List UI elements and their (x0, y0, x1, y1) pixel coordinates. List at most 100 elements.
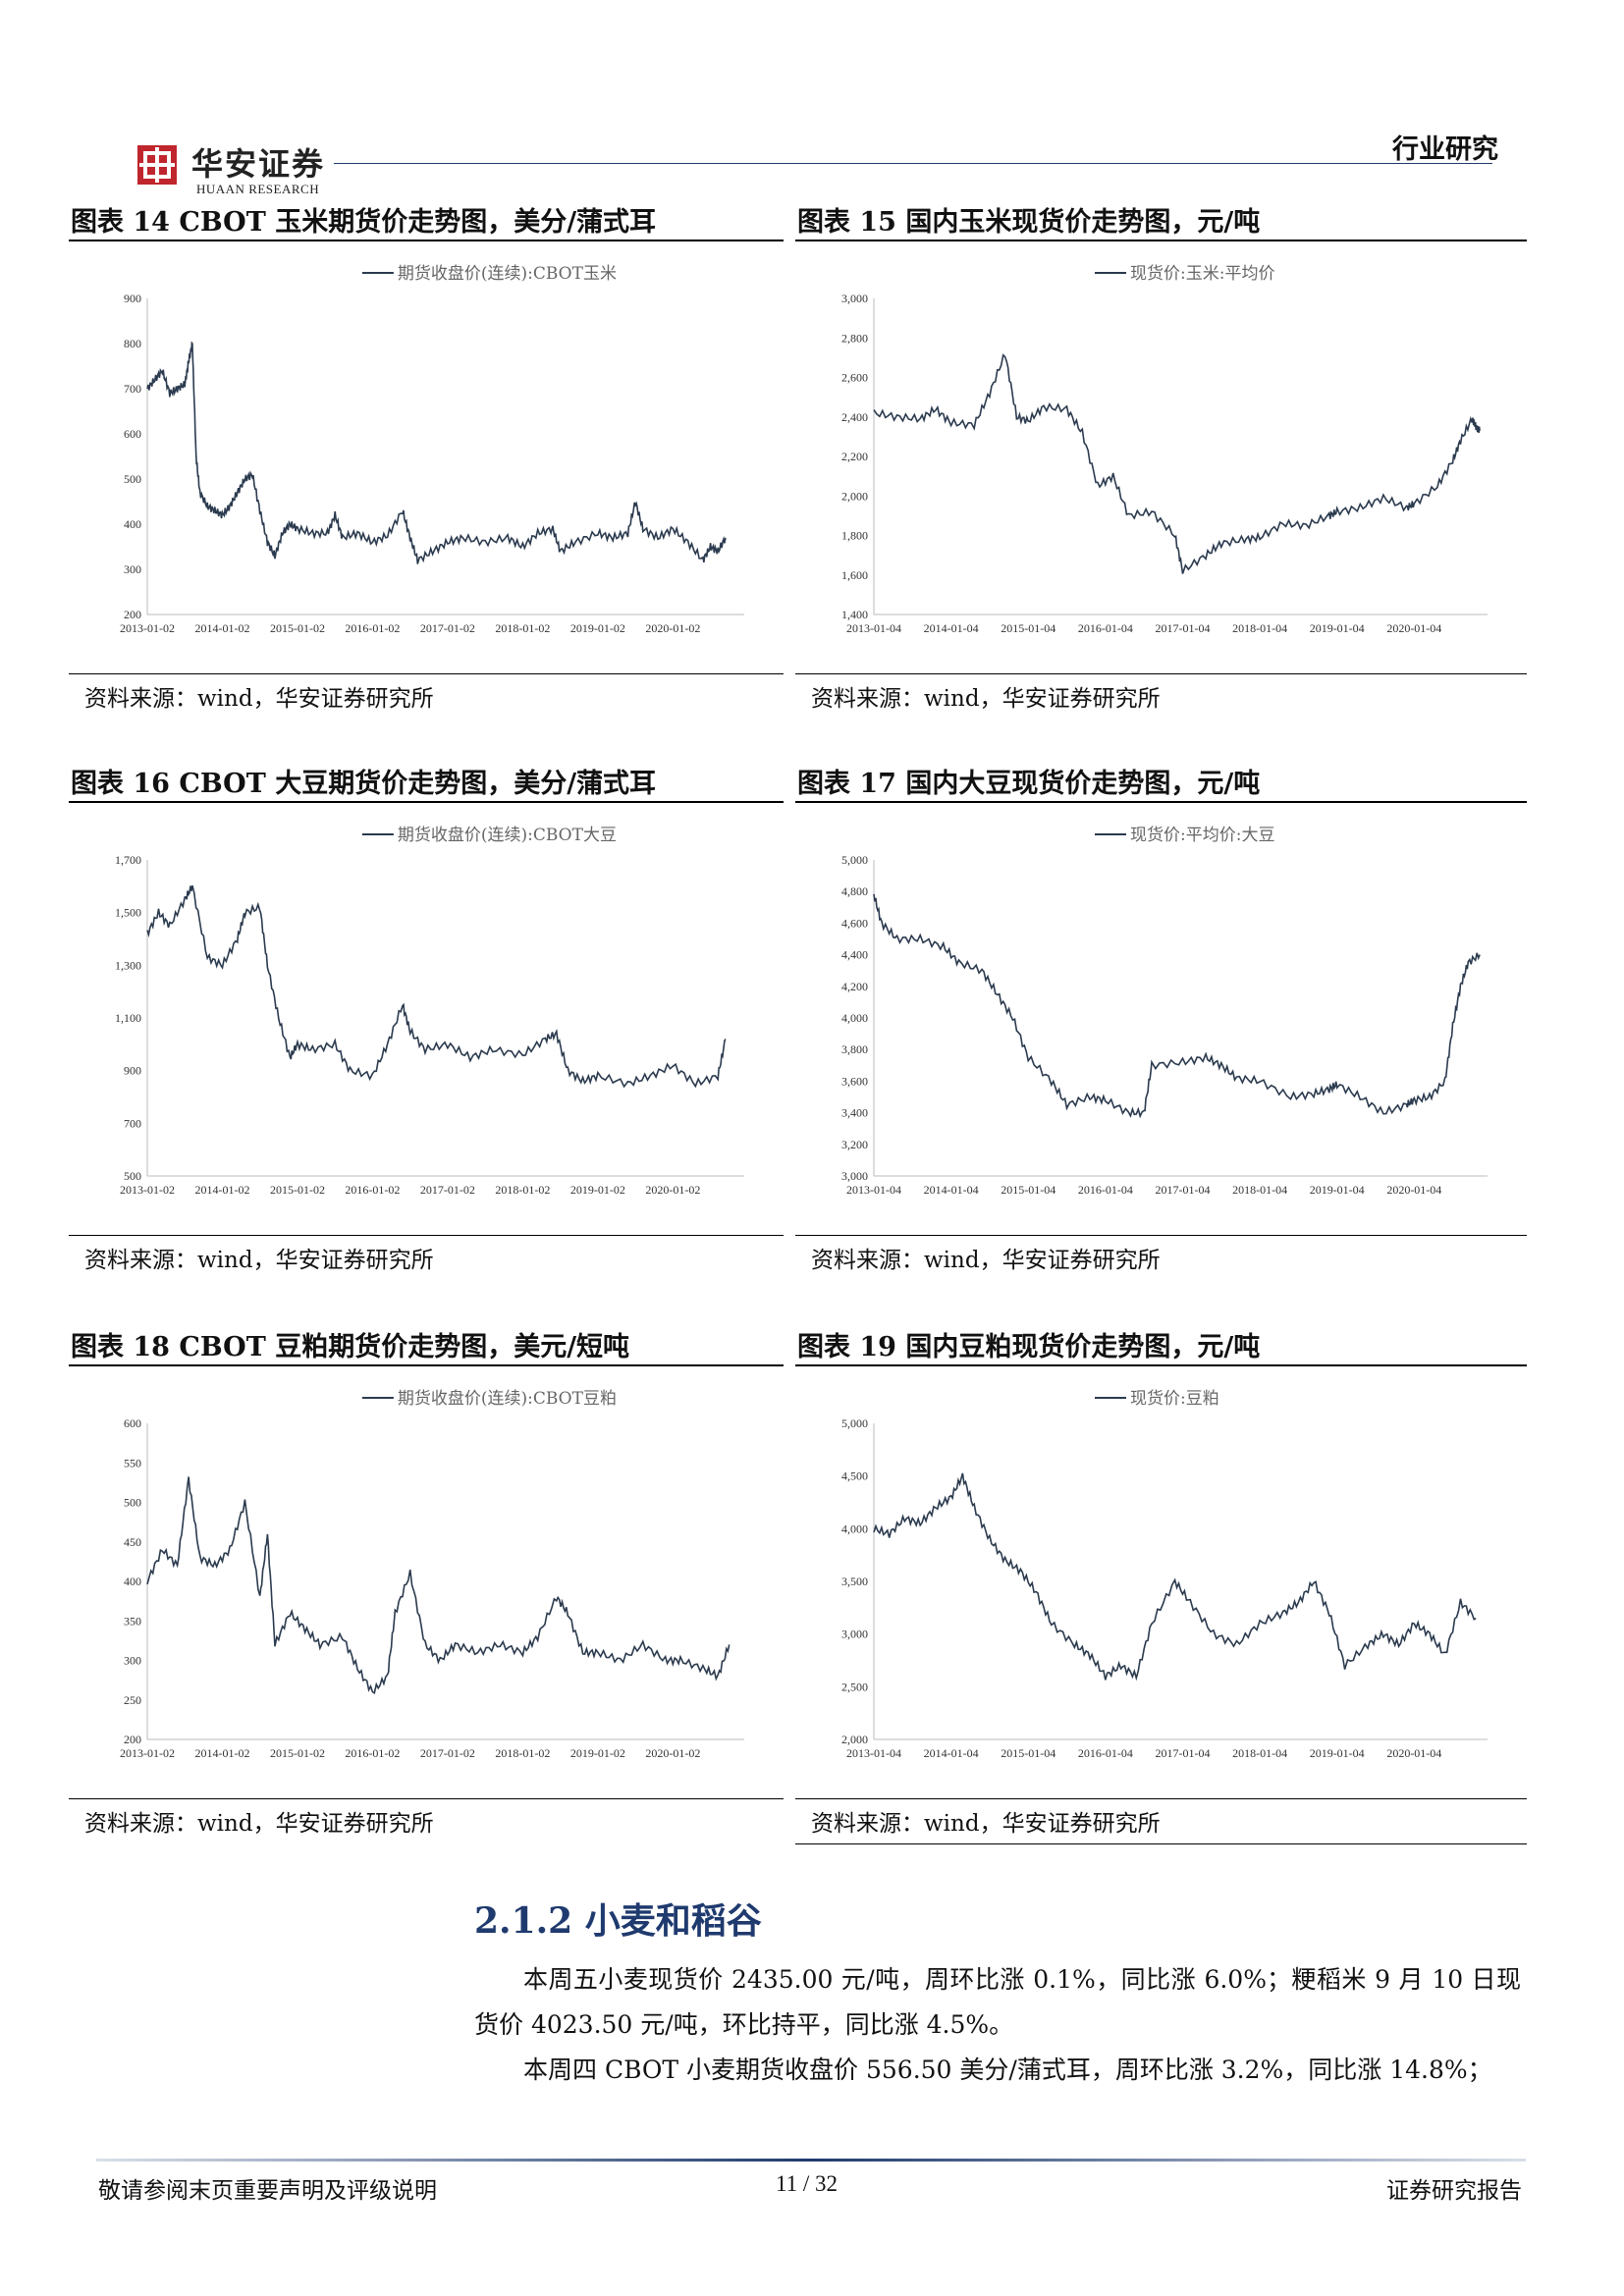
x-tick-label: 2015-01-04 (1001, 1183, 1056, 1197)
figure-bottom-rule (795, 673, 1527, 674)
legend-label: 期货收盘价(连续):CBOT豆粕 (398, 1389, 617, 1409)
figure-source: 资料来源：wind，华安证券研究所 (84, 1811, 434, 1837)
line-chart: 期货收盘价(连续):CBOT大豆 500 700 900 1,100 1,300 1,500… (115, 826, 744, 1197)
figure-source: 资料来源：wind，华安证券研究所 (811, 1811, 1161, 1837)
x-tick-label: 2020-01-02 (645, 1183, 700, 1197)
x-tick-label: 2018-01-04 (1232, 1746, 1287, 1760)
figure-source: 资料来源：wind，华安证券研究所 (811, 1248, 1161, 1273)
y-tick-label: 1,500 (115, 906, 141, 920)
figure-top-rule (795, 1364, 1527, 1366)
line-chart: 现货价:平均价:大豆 3,000 3,200 3,400 3,600 3,800 4,000… (841, 826, 1488, 1197)
figure-title: 图表 16 CBOT 大豆期货价走势图，美分/蒲式耳 (71, 769, 657, 799)
line-chart: 期货收盘价(连续):CBOT玉米 200 300 400 500 600 700 800 900… (120, 264, 744, 635)
y-tick-label: 1,100 (115, 1011, 141, 1025)
figure-source: 资料来源：wind，华安证券研究所 (811, 686, 1161, 712)
x-tick-label: 2019-01-04 (1310, 621, 1365, 635)
x-tick-label: 2017-01-02 (420, 1746, 475, 1760)
x-tick-label: 2015-01-02 (270, 1746, 325, 1760)
x-tick-label: 2016-01-02 (345, 1183, 400, 1197)
footer-rule (96, 2159, 1526, 2162)
x-tick-label: 2019-01-02 (570, 621, 625, 635)
x-tick-label: 2020-01-04 (1386, 1183, 1441, 1197)
x-tick-label: 2018-01-02 (495, 1183, 550, 1197)
x-tick-label: 2017-01-04 (1155, 1746, 1210, 1760)
y-tick-label: 550 (124, 1456, 141, 1469)
logo-text-en: HUAAN RESEARCH (196, 182, 320, 196)
x-tick-label: 2020-01-04 (1386, 621, 1441, 635)
y-tick-label: 1,600 (841, 568, 868, 582)
y-tick-label: 5,000 (841, 1416, 868, 1430)
footer-report-type: 证券研究报告 (1386, 2178, 1522, 2204)
y-tick-label: 1,300 (115, 958, 141, 972)
series-line (873, 893, 1481, 1119)
line-chart: 期货收盘价(连续):CBOT豆粕 200 250 300 350 400 450 500 550… (120, 1389, 744, 1760)
line-chart: 现货价:豆粕 2,000 2,500 3,000 3,500 4,000 4,500 5,00… (841, 1389, 1488, 1760)
x-tick-label: 2020-01-04 (1386, 1746, 1441, 1760)
y-tick-label: 400 (124, 517, 141, 531)
y-tick-label: 4,400 (841, 948, 868, 962)
y-tick-label: 3,800 (841, 1042, 868, 1056)
figure-title: 图表 14 CBOT 玉米期货价走势图，美分/蒲式耳 (71, 207, 657, 238)
x-tick-label: 2019-01-02 (570, 1746, 625, 1760)
x-tick-label: 2016-01-02 (345, 621, 400, 635)
x-tick-label: 2014-01-04 (924, 1746, 979, 1760)
report-category: 行业研究 (1392, 134, 1498, 165)
series-line (146, 341, 727, 564)
y-tick-label: 2,000 (841, 1733, 868, 1746)
figure-bottom-rule (795, 1235, 1527, 1236)
y-tick-label: 4,500 (841, 1469, 868, 1483)
x-tick-label: 2018-01-02 (495, 1746, 550, 1760)
y-tick-label: 900 (124, 292, 141, 305)
figure-top-rule (795, 240, 1527, 241)
y-tick-label: 2,400 (841, 410, 868, 424)
y-tick-label: 4,600 (841, 916, 868, 930)
x-tick-label: 2013-01-04 (846, 621, 901, 635)
x-tick-label: 2015-01-04 (1001, 1746, 1056, 1760)
y-tick-label: 700 (124, 1116, 141, 1130)
x-tick-label: 2020-01-02 (645, 1746, 700, 1760)
header-rule (334, 163, 1492, 164)
x-tick-label: 2016-01-04 (1078, 621, 1133, 635)
x-tick-label: 2017-01-04 (1155, 1183, 1210, 1197)
x-tick-label: 2013-01-02 (120, 621, 175, 635)
y-tick-label: 3,000 (841, 292, 868, 305)
x-tick-label: 2016-01-04 (1078, 1746, 1133, 1760)
x-tick-label: 2014-01-02 (194, 1183, 249, 1197)
paragraph-2: 本周四 CBOT 小麦期货收盘价 556.50 美分/蒲式耳，周环比涨 3.2%… (523, 2056, 1492, 2084)
figure-source-rule (795, 1843, 1527, 1844)
x-tick-label: 2013-01-02 (120, 1746, 175, 1760)
figure-top-rule (69, 801, 784, 803)
x-tick-label: 2017-01-04 (1155, 621, 1210, 635)
figure-title: 图表 15 国内玉米现货价走势图，元/吨 (797, 207, 1261, 238)
x-tick-label: 2013-01-04 (846, 1183, 901, 1197)
figure-source: 资料来源：wind，华安证券研究所 (84, 686, 434, 712)
x-tick-label: 2013-01-02 (120, 1183, 175, 1197)
footer-disclaimer: 敬请参阅末页重要声明及评级说明 (98, 2178, 437, 2204)
y-tick-label: 3,500 (841, 1575, 868, 1588)
legend-label: 期货收盘价(连续):CBOT玉米 (398, 264, 617, 284)
logo-mark-icon (137, 145, 177, 185)
y-tick-label: 2,600 (841, 371, 868, 385)
legend-label: 现货价:平均价:大豆 (1130, 826, 1274, 845)
series-line (146, 884, 727, 1089)
y-tick-label: 2,000 (841, 489, 868, 503)
figure-top-rule (69, 240, 784, 241)
legend-label: 期货收盘价(连续):CBOT大豆 (398, 826, 617, 845)
x-tick-label: 2020-01-02 (645, 621, 700, 635)
y-tick-label: 1,800 (841, 529, 868, 543)
y-tick-label: 600 (124, 427, 141, 441)
x-tick-label: 2017-01-02 (420, 621, 475, 635)
series-line (873, 353, 1481, 574)
y-tick-label: 5,000 (841, 853, 868, 867)
y-tick-label: 700 (124, 382, 141, 396)
figure-source: 资料来源：wind，华安证券研究所 (84, 1248, 434, 1273)
legend-label: 现货价:豆粕 (1130, 1389, 1219, 1409)
y-tick-label: 4,800 (841, 884, 868, 898)
logo-text-cn: 华安证券 (191, 145, 326, 183)
x-tick-label: 2014-01-02 (194, 1746, 249, 1760)
figure-title: 图表 18 CBOT 豆粕期货价走势图，美元/短吨 (71, 1332, 630, 1362)
y-tick-label: 3,200 (841, 1138, 868, 1151)
x-tick-label: 2013-01-04 (846, 1746, 901, 1760)
figure-bottom-rule (69, 673, 784, 674)
y-tick-label: 500 (124, 1496, 141, 1510)
